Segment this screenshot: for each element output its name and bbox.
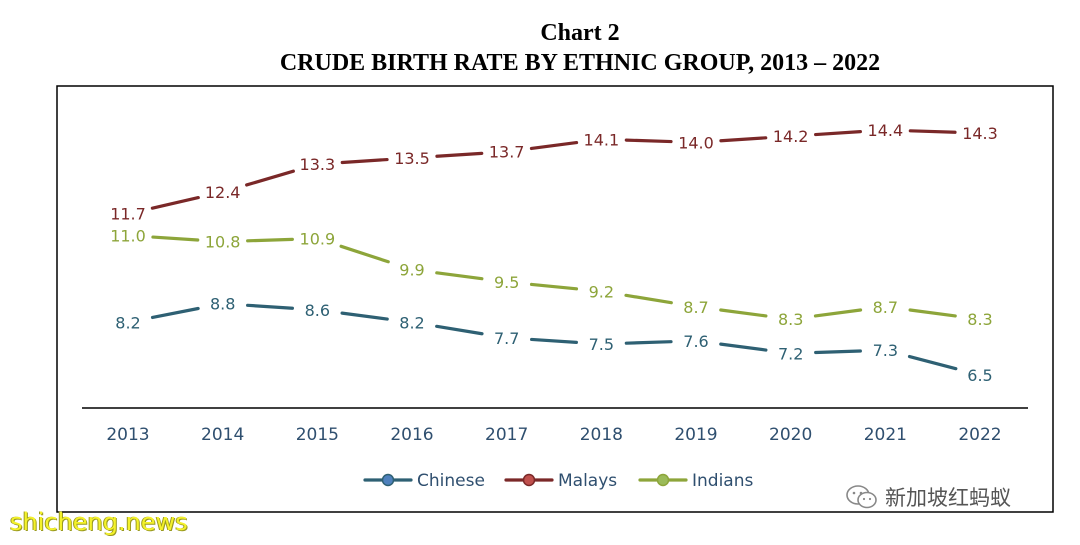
- data-label-chinese: 7.3: [873, 341, 898, 360]
- chart-subtitle: CRUDE BIRTH RATE BY ETHNIC GROUP, 2013 –…: [279, 50, 881, 76]
- x-tick-label: 2021: [864, 425, 907, 445]
- legend-marker-malays: [522, 473, 536, 487]
- legend-item-indians: Indians: [638, 471, 753, 491]
- data-label-indians: 8.7: [683, 298, 708, 317]
- data-label-malays: 14.3: [962, 124, 998, 143]
- x-tick-label: 2020: [769, 425, 812, 445]
- data-label-malays: 14.4: [868, 121, 904, 140]
- legend-item-malays: Malays: [504, 471, 617, 491]
- legend-marker-indians: [656, 473, 670, 487]
- x-tick-label: 2015: [296, 425, 339, 445]
- data-label-malays: 14.1: [584, 130, 620, 149]
- data-label-chinese: 7.5: [589, 335, 614, 354]
- series-malays-segment: [245, 169, 295, 187]
- series-chinese-segment: [624, 340, 673, 345]
- data-label-malays: 13.7: [489, 143, 525, 162]
- x-tick-label: 2016: [390, 425, 433, 445]
- data-label-malays: 14.0: [678, 133, 714, 152]
- chart-title: Chart 2: [540, 20, 620, 46]
- series-layer: 8.2 8.8 8.6 8.2 7.7 7.5 7.6 7.2 7.3 6.5 11.7 12.4 13…: [110, 121, 998, 385]
- data-label-malays: 11.7: [110, 205, 146, 224]
- data-label-malays: 12.4: [205, 183, 241, 202]
- data-label-malays: 13.5: [394, 149, 430, 168]
- x-tick-label: 2017: [485, 425, 528, 445]
- series-indians-segment: [719, 308, 768, 318]
- legend-label-chinese: Chinese: [417, 471, 485, 491]
- series-indians-segment: [339, 244, 390, 264]
- x-tick-label: 2022: [958, 425, 1001, 445]
- series-indians-segment: [246, 237, 294, 243]
- data-label-indians: 8.3: [778, 310, 803, 329]
- series-indians-segment: [529, 282, 579, 291]
- chat-bubble-icon: [846, 485, 877, 509]
- series-indians-segment: [908, 308, 957, 318]
- series-chinese-segment: [246, 303, 294, 310]
- series-indians: 11.0 10.8 10.9 9.9 9.5 9.2 8.7 8.3 8.7 8.3: [110, 226, 993, 329]
- series-chinese-segment: [530, 337, 578, 344]
- legend-label-malays: Malays: [558, 471, 617, 491]
- x-tick-label: 2013: [106, 425, 149, 445]
- data-label-chinese: 7.7: [494, 329, 519, 348]
- series-chinese-segment: [814, 349, 862, 355]
- data-label-indians: 8.3: [967, 310, 992, 329]
- series-indians-segment: [624, 293, 673, 305]
- x-tick-label: 2019: [674, 425, 717, 445]
- data-label-chinese: 6.5: [967, 366, 992, 385]
- data-label-indians: 10.9: [300, 230, 336, 249]
- series-malays-segment: [719, 136, 768, 143]
- data-label-chinese: 8.8: [210, 295, 235, 314]
- data-label-indians: 10.8: [205, 233, 241, 252]
- legend-item-chinese: Chinese: [363, 471, 485, 491]
- chart-title-block: Chart 2 CRUDE BIRTH RATE BY ETHNIC GROUP…: [0, 18, 1080, 78]
- data-label-chinese: 8.2: [399, 313, 424, 332]
- plot-frame: [56, 85, 1054, 513]
- series-malays: 11.7 12.4 13.3 13.5 13.7 14.1 14.0 14.2 14.4 14.3: [110, 121, 998, 224]
- series-malays-segment: [435, 151, 484, 158]
- legend-label-indians: Indians: [692, 471, 753, 491]
- data-label-chinese: 7.6: [683, 332, 708, 351]
- series-indians-segment: [813, 308, 863, 318]
- series-chinese-segment: [907, 354, 958, 371]
- series-malays-segment: [908, 129, 957, 134]
- series-chinese: 8.2 8.8 8.6 8.2 7.7 7.5 7.6 7.2 7.3 6.5: [115, 295, 992, 385]
- data-label-indians: 8.7: [873, 298, 898, 317]
- x-tick-label: 2018: [580, 425, 623, 445]
- data-label-indians: 9.9: [399, 261, 424, 280]
- data-label-indians: 11.0: [110, 226, 146, 245]
- legend: Chinese Malays Indians: [363, 471, 753, 491]
- data-label-indians: 9.5: [494, 273, 519, 292]
- series-malays-segment: [340, 157, 389, 165]
- x-tick-label: 2014: [201, 425, 244, 445]
- series-malays-segment: [624, 138, 673, 144]
- data-label-malays: 13.3: [300, 155, 336, 174]
- series-malays-segment: [529, 140, 579, 151]
- data-label-chinese: 8.2: [115, 313, 140, 332]
- watermark-left: shicheng.news: [10, 508, 188, 536]
- series-malays-segment: [814, 130, 862, 137]
- series-chinese-segment: [340, 311, 389, 321]
- data-label-chinese: 8.6: [305, 301, 330, 320]
- data-label-indians: 9.2: [589, 282, 614, 301]
- series-chinese-segment: [150, 306, 200, 320]
- x-tick-labels: 2013 2014 2015 2016 2017 2018 2019 2020 2021 2022: [106, 425, 1001, 445]
- series-chinese-segment: [719, 342, 768, 352]
- series-indians-segment: [435, 271, 484, 281]
- data-label-malays: 14.2: [773, 127, 809, 146]
- watermark-right-text: 新加坡红蚂蚁: [885, 486, 1011, 510]
- series-indians-segment: [151, 235, 200, 242]
- legend-marker-chinese: [381, 473, 395, 487]
- watermark-right: 新加坡红蚂蚁: [845, 482, 1011, 512]
- series-malays-segment: [150, 196, 200, 210]
- data-label-chinese: 7.2: [778, 344, 803, 363]
- series-chinese-segment: [435, 324, 484, 336]
